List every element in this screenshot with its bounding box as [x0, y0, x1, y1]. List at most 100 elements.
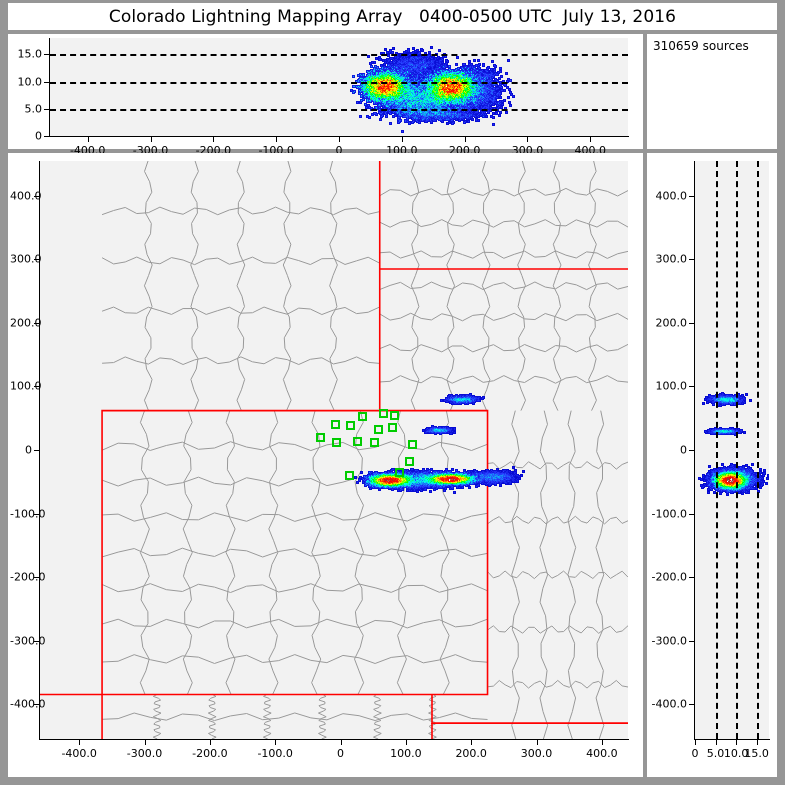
north-south-vs-height-plot: [695, 161, 769, 739]
y-tick-label: 10.0: [17, 75, 43, 89]
x-tick-label: 5.0: [706, 747, 725, 760]
x-tick: [213, 136, 215, 142]
x-tick: [275, 739, 277, 745]
x-tick: [590, 136, 592, 142]
sources-count-panel: 310659 sources: [647, 34, 777, 149]
page-title: Colorado Lightning Mapping Array 0400-05…: [108, 6, 677, 27]
y-tick-label: 0: [25, 443, 32, 457]
sources-count-label: 310659 sources: [653, 39, 749, 53]
y-tick: [689, 259, 695, 261]
lma-station-marker: [316, 432, 326, 442]
y-tick: [34, 322, 40, 324]
x-tick: [405, 739, 407, 745]
plan-view-map-plot: [40, 161, 628, 739]
x-tick-label: 200.0: [455, 747, 487, 760]
y-tick: [44, 54, 50, 56]
x-tick-label: 0: [337, 747, 345, 760]
y-tick-label: -300.0: [651, 634, 687, 648]
x-tick: [736, 739, 738, 745]
plan-view-map-panel: -400.0 -300.0 -200.0 -100.0 0 100.0 200.0 300.0…: [8, 153, 643, 777]
y-tick: [689, 640, 695, 642]
grid-line-horizontal: [50, 54, 628, 57]
y-tick-label: 0: [680, 443, 687, 457]
y-tick-label: 100.0: [655, 379, 688, 393]
y-tick: [34, 450, 40, 451]
y-tick-label: 200.0: [655, 316, 688, 330]
x-tick: [209, 739, 211, 745]
y-tick-label: -400.0: [10, 697, 46, 711]
y-tick: [34, 386, 40, 388]
lma-station-marker: [379, 409, 389, 419]
y-tick: [689, 386, 695, 388]
title-bar: Colorado Lightning Mapping Array 0400-05…: [8, 3, 777, 30]
y-axis-line: [49, 38, 50, 137]
x-tick: [695, 739, 696, 745]
lma-station-marker: [330, 420, 340, 430]
y-tick: [689, 195, 695, 197]
source-density-canvas-top: [50, 38, 628, 136]
source-density-canvas-map: [40, 161, 628, 739]
y-tick: [689, 450, 695, 451]
x-tick-label: 15.0: [744, 747, 769, 760]
y-tick-label: 300.0: [10, 252, 42, 266]
grid-line-horizontal: [50, 108, 628, 111]
x-tick: [464, 136, 466, 142]
lma-station-marker: [394, 468, 404, 478]
x-tick: [144, 739, 146, 745]
grid-line-vertical: [756, 161, 759, 739]
y-tick-label: -100.0: [651, 507, 687, 521]
x-tick-label: -200.0: [192, 747, 228, 760]
y-tick-label: 5.0: [24, 102, 43, 116]
x-tick: [79, 739, 81, 745]
lma-station-marker: [346, 421, 356, 431]
lma-station-marker: [345, 470, 355, 480]
x-tick: [715, 739, 717, 745]
lma-station-marker: [407, 440, 417, 450]
y-tick: [34, 513, 40, 515]
x-tick: [756, 739, 758, 745]
y-tick-label: 15.0: [17, 47, 43, 61]
y-tick-label: -100.0: [10, 507, 46, 521]
lma-station-marker: [405, 456, 415, 466]
x-tick-label: 400.0: [586, 747, 618, 760]
x-axis-line: [39, 739, 629, 740]
height-vs-east-west-panel: 0 5.0 10.0 15.0 -400.0 -300.0 -200.0 -100.0 0 100…: [8, 34, 643, 157]
y-tick: [44, 136, 50, 137]
height-vs-east-west-plot: [50, 38, 628, 136]
x-tick-label: -300.0: [126, 747, 163, 760]
x-tick-label: -100.0: [257, 747, 293, 760]
x-tick: [87, 136, 89, 142]
y-tick: [689, 322, 695, 324]
x-tick: [471, 739, 473, 745]
north-south-vs-height-panel: -400.0 -300.0 -200.0 -100.0 0 100.0 200.0 300.0…: [647, 153, 777, 777]
y-tick-label: 400.0: [655, 189, 688, 203]
x-tick: [401, 136, 403, 142]
y-tick: [689, 577, 695, 579]
x-tick-label: 10.0: [723, 747, 749, 760]
y-tick-label: 400.0: [10, 189, 42, 203]
x-tick: [340, 739, 342, 745]
lma-station-marker: [373, 425, 383, 435]
x-axis-line: [694, 739, 770, 740]
y-tick: [34, 195, 40, 197]
y-tick-label: 200.0: [10, 316, 42, 330]
y-tick-label: -400.0: [651, 697, 687, 711]
lma-station-marker: [388, 423, 398, 433]
y-tick: [44, 81, 50, 83]
y-tick-label: 300.0: [655, 252, 688, 266]
y-tick-label: -300.0: [10, 634, 46, 648]
x-tick: [276, 136, 278, 142]
lma-station-marker: [332, 437, 342, 447]
y-tick: [689, 513, 695, 515]
x-tick-label: 100.0: [390, 747, 422, 760]
lma-station-marker: [358, 412, 368, 422]
x-tick-label: 300.0: [520, 747, 553, 760]
y-tick-label: -200.0: [651, 570, 687, 584]
y-tick: [34, 640, 40, 642]
y-tick-label: -200.0: [10, 570, 46, 584]
x-tick: [601, 739, 603, 745]
y-tick: [34, 259, 40, 261]
grid-line-vertical: [715, 161, 718, 739]
x-tick: [339, 136, 340, 142]
